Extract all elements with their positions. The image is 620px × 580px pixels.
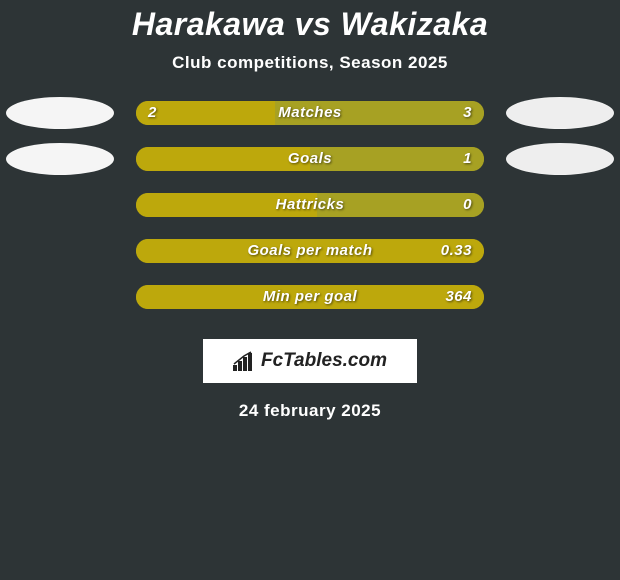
metric-label: Matches bbox=[136, 101, 484, 125]
logo-box[interactable]: FcTables.com bbox=[203, 339, 417, 383]
stat-row: 2Matches3 bbox=[0, 101, 620, 125]
stat-row: Hattricks0 bbox=[0, 193, 620, 217]
right-value: 0.33 bbox=[441, 239, 472, 263]
page-subtitle: Club competitions, Season 2025 bbox=[0, 53, 620, 73]
stat-bar: Hattricks0 bbox=[136, 193, 484, 217]
right-value: 0 bbox=[463, 193, 472, 217]
left-avatar bbox=[6, 143, 114, 175]
right-value: 1 bbox=[463, 147, 472, 171]
right-value: 364 bbox=[445, 285, 472, 309]
stat-bar: 2Matches3 bbox=[136, 101, 484, 125]
right-avatar bbox=[506, 143, 614, 175]
metric-label: Hattricks bbox=[136, 193, 484, 217]
stat-row: Goals per match0.33 bbox=[0, 239, 620, 263]
logo-text: FcTables.com bbox=[261, 350, 387, 372]
left-avatar bbox=[6, 97, 114, 129]
stat-row: Min per goal364 bbox=[0, 285, 620, 309]
stats-rows: 2Matches3 Goals1 Hattricks0 Goals per match… bbox=[0, 101, 620, 309]
date-label: 24 february 2025 bbox=[0, 401, 620, 421]
right-value: 3 bbox=[463, 101, 472, 125]
comparison-widget: Harakawa vs Wakizaka Club competitions, … bbox=[0, 0, 620, 421]
stat-bar: Goals per match0.33 bbox=[136, 239, 484, 263]
metric-label: Goals per match bbox=[136, 239, 484, 263]
metric-label: Goals bbox=[136, 147, 484, 171]
stat-bar: Min per goal364 bbox=[136, 285, 484, 309]
bars-icon bbox=[233, 351, 257, 371]
metric-label: Min per goal bbox=[136, 285, 484, 309]
page-title: Harakawa vs Wakizaka bbox=[0, 6, 620, 43]
right-avatar bbox=[506, 97, 614, 129]
stat-bar: Goals1 bbox=[136, 147, 484, 171]
stat-row: Goals1 bbox=[0, 147, 620, 171]
